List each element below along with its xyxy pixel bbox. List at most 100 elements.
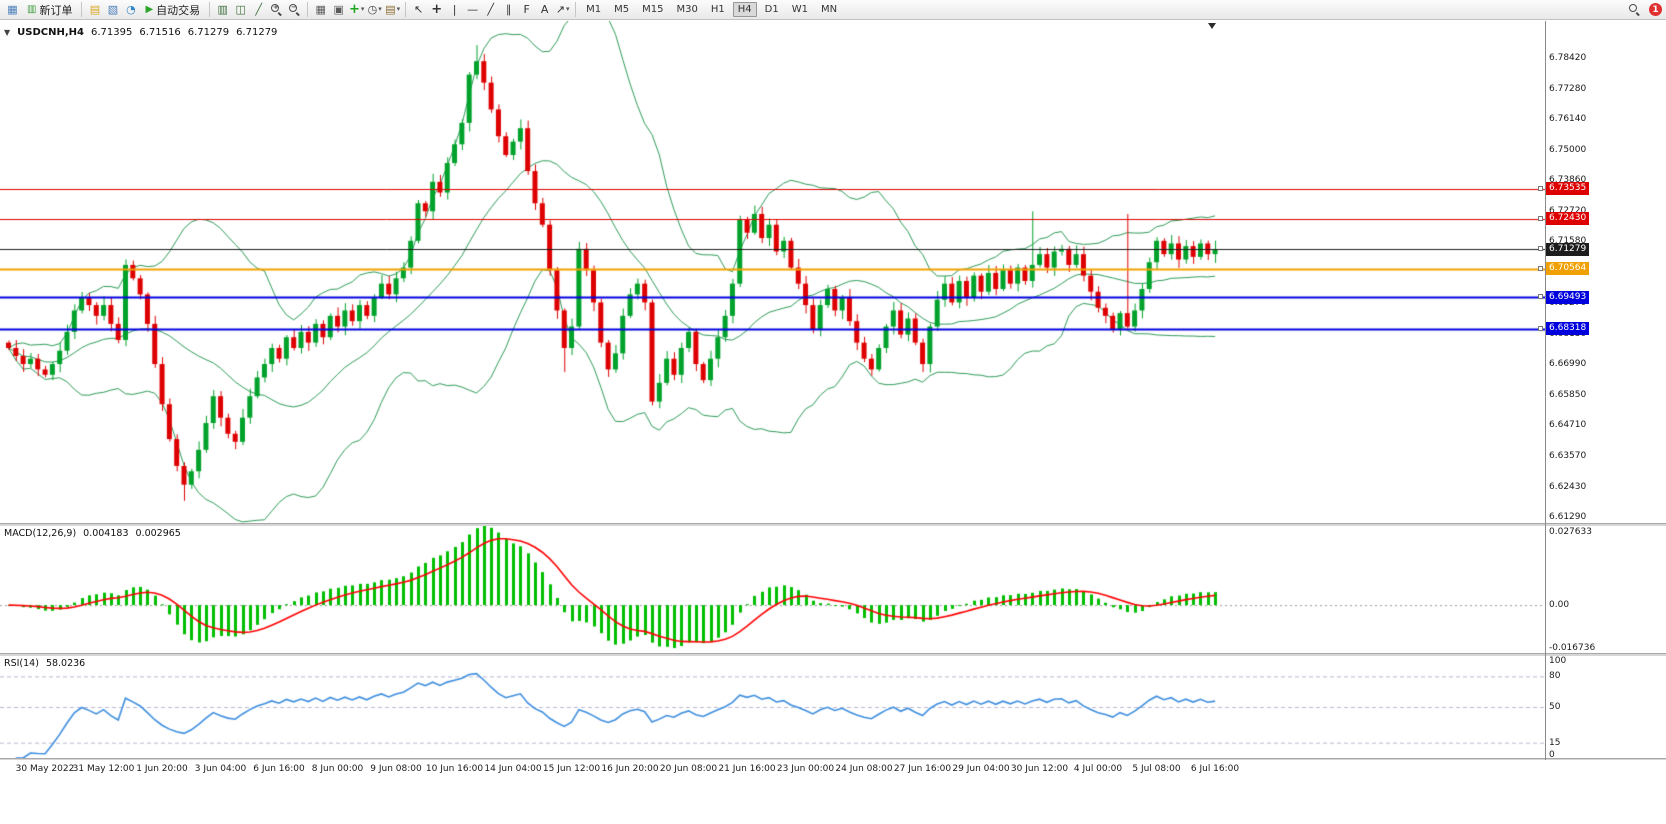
chart-window-icon[interactable]: ▦ [7, 3, 18, 16]
rsi-axis-0: 0 [1549, 750, 1555, 760]
ohlc-open: 6.71395 [90, 27, 133, 38]
price-tick-label: 6.72720 [1549, 205, 1587, 216]
time-axis-label: 4 Jul 00:00 [1073, 764, 1123, 774]
macd-name: MACD(12,26,9) [4, 528, 77, 539]
time-axis-label: 30 Jun 12:00 [1010, 764, 1069, 774]
level-price-tag[interactable]: 6.69493 [1538, 290, 1590, 304]
macd-signal-value: 0.002965 [135, 528, 181, 539]
price-tick-label: 6.62430 [1549, 481, 1587, 492]
rsi-axis-level: 50 [1549, 702, 1561, 712]
tf-m5[interactable]: M5 [614, 4, 630, 15]
rsi-axis-level: 15 [1549, 737, 1561, 748]
periods-icon[interactable]: ◷ ▾ [367, 3, 382, 16]
macd-main-value: 0.004183 [83, 528, 129, 539]
separator [575, 2, 577, 17]
arrows-icon[interactable]: ↗ ▾ [555, 3, 570, 16]
line-chart-icon[interactable]: ╱ [255, 3, 262, 16]
bar-chart-icon[interactable]: ▥ [217, 3, 228, 16]
macd-axis-max: 0.027633 [1549, 527, 1592, 537]
tile-windows-icon[interactable]: ▦ [315, 3, 326, 16]
magnifier-glyph: + [270, 3, 283, 16]
fibonacci-icon[interactable]: F [523, 3, 530, 16]
tf-w1[interactable]: W1 [791, 4, 808, 15]
tf-m15[interactable]: M15 [642, 4, 664, 15]
level-handle[interactable] [1538, 325, 1543, 331]
time-axis-label: 16 Jun 20:00 [601, 764, 659, 774]
dropdown-arrow-icon: ▾ [396, 5, 401, 13]
time-axis-label: 29 Jun 04:00 [952, 764, 1010, 774]
chart-shift-marker[interactable] [1208, 23, 1216, 29]
macd-panel-canvas[interactable] [0, 526, 1545, 653]
tf-m1[interactable]: M1 [586, 4, 602, 15]
dropdown-arrow-icon: ▾ [566, 5, 570, 13]
level-price-tag[interactable]: 6.73535 [1538, 182, 1590, 196]
tf-h1[interactable]: H1 [710, 4, 725, 15]
time-axis-label: 6 Jun 16:00 [253, 764, 305, 774]
separator [81, 2, 83, 17]
level-price-tag[interactable]: 6.70564 [1538, 262, 1590, 276]
level-price-tag[interactable]: 6.68318 [1538, 322, 1590, 336]
cursor-icon[interactable]: ↖ [414, 3, 424, 16]
time-axis-label: 1 Jun 20:00 [136, 764, 188, 774]
crosshair-icon[interactable]: + [431, 2, 443, 17]
chart-menu-icon[interactable]: ▼ [4, 28, 11, 37]
time-axis-label: 10 Jun 16:00 [425, 764, 484, 774]
tf-d1[interactable]: D1 [764, 4, 779, 15]
indicators-icon[interactable]: + ▾ [348, 2, 365, 17]
tf-h4[interactable]: H4 [732, 2, 757, 17]
price-chart-canvas[interactable] [0, 21, 1545, 523]
rsi-name: RSI(14) [4, 658, 39, 669]
new-chart-icon[interactable]: ▤ [89, 3, 101, 16]
price-tick-label: 6.76140 [1549, 114, 1587, 125]
channel-icon[interactable]: ∥ [505, 3, 512, 16]
magnifier-glyph: − [288, 3, 301, 16]
level-handle[interactable] [1538, 215, 1543, 221]
time-axis-divider [0, 758, 1666, 760]
tf-m30[interactable]: M30 [676, 4, 698, 15]
vertical-line-icon[interactable]: | [452, 3, 457, 16]
time-axis-label: 14 Jun 04:00 [484, 764, 542, 774]
new-order-button[interactable]: ▥ 新订单 [22, 1, 77, 18]
time-axis-label: 9 Jun 08:00 [370, 764, 422, 774]
rsi-label: RSI(14) 58.0236 [4, 658, 85, 669]
candlestick-chart-icon[interactable]: ◫ [235, 3, 246, 16]
zoom-out-icon[interactable]: − [286, 1, 303, 18]
macd-axis-min: -0.016736 [1549, 643, 1596, 653]
market-watch-icon[interactable]: ◔ [126, 3, 136, 16]
chart-title: ▼ USDCNH,H4 6.71395 6.71516 6.71279 6.71… [4, 27, 277, 38]
horizontal-line-icon[interactable]: — [467, 3, 479, 16]
price-tick-label: 6.65850 [1549, 389, 1587, 400]
level-price-tag[interactable]: 6.72430 [1538, 212, 1590, 226]
level-handle[interactable] [1538, 294, 1543, 300]
price-tick-label: 6.77280 [1549, 83, 1587, 94]
separator [307, 2, 309, 17]
time-axis-label: 3 Jun 04:00 [194, 764, 247, 774]
zoom-in-icon[interactable]: + [268, 1, 285, 18]
profiles-icon[interactable]: ▧ [107, 3, 119, 16]
current-price-tag[interactable]: 6.71279 [1538, 242, 1590, 256]
time-axis-label: 8 Jun 00:00 [311, 764, 364, 774]
new-order-button-label: 新订单 [39, 3, 73, 17]
panel-splitter-rsi[interactable] [0, 653, 1666, 656]
text-icon[interactable]: A [540, 3, 549, 16]
notification-badge[interactable]: 1 [1649, 3, 1662, 16]
ohlc-high: 6.71516 [139, 27, 181, 38]
level-handle[interactable] [1538, 246, 1543, 252]
panel-splitter-macd[interactable] [0, 523, 1666, 526]
level-handle[interactable] [1538, 185, 1543, 191]
price-tick-label: 6.64710 [1549, 420, 1587, 431]
level-handle[interactable] [1538, 265, 1543, 271]
autotrading-button[interactable]: ▶ 自动交易 [140, 1, 205, 18]
price-tick-label: 6.71580 [1549, 236, 1587, 247]
tf-mn[interactable]: MN [820, 4, 838, 15]
cascade-windows-icon[interactable]: ▣ [333, 3, 344, 16]
autotrading-button-icon: ▶ [145, 4, 154, 15]
search-icon[interactable] [1626, 1, 1643, 18]
price-tick-label: 6.78420 [1549, 52, 1587, 63]
trendline-icon[interactable]: ╱ [487, 3, 494, 16]
macd-label: MACD(12,26,9) 0.004183 0.002965 [4, 528, 181, 539]
templates-icon[interactable]: ▤ ▾ [385, 3, 401, 16]
rsi-panel-canvas[interactable] [0, 656, 1545, 758]
macd-axis-zero: 0.00 [1549, 600, 1570, 611]
time-axis-label: 15 Jun 12:00 [542, 764, 601, 774]
